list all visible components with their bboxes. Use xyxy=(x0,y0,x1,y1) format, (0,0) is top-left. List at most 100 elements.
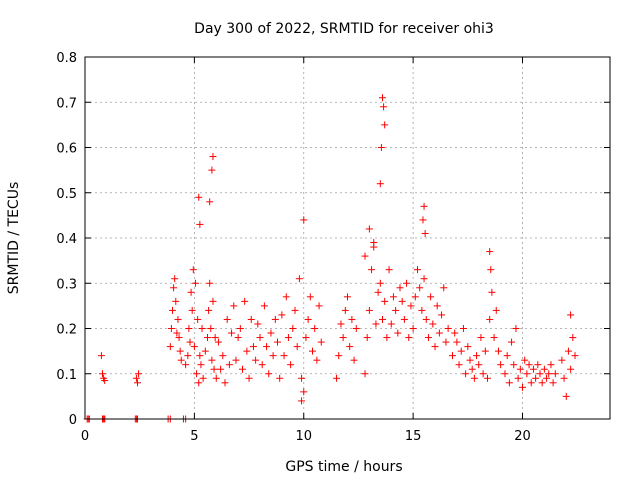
data-point xyxy=(221,379,229,387)
data-point xyxy=(560,374,568,382)
data-point xyxy=(571,352,579,360)
data-point xyxy=(352,325,360,332)
y-tick-label: 0.8 xyxy=(56,51,77,66)
data-point xyxy=(341,306,349,314)
data-point xyxy=(449,352,456,360)
data-point xyxy=(298,374,306,382)
data-point xyxy=(361,370,369,378)
data-point xyxy=(385,266,393,274)
data-point xyxy=(209,297,217,305)
data-point xyxy=(487,266,495,274)
y-tick-label: 0 xyxy=(69,413,77,428)
data-point xyxy=(540,365,548,373)
data-point xyxy=(380,103,388,111)
y-tick-label: 0.6 xyxy=(56,142,77,157)
data-point xyxy=(431,343,439,351)
data-point xyxy=(184,352,192,360)
data-point xyxy=(464,343,472,351)
data-point xyxy=(245,374,253,382)
data-point xyxy=(243,347,251,355)
data-point xyxy=(424,334,432,342)
data-point xyxy=(420,275,428,283)
tick-labels: 0 0.1 0.2 0.3 0.4 0.5 0.6 0.7 0.8 0 5 10 15 20 xyxy=(56,51,530,444)
data-point xyxy=(230,302,238,310)
data-point xyxy=(194,315,202,323)
data-point xyxy=(97,352,105,360)
data-point xyxy=(182,361,190,369)
data-point xyxy=(551,370,559,378)
data-point xyxy=(503,352,511,360)
data-point xyxy=(418,306,426,314)
data-point xyxy=(440,284,448,292)
y-tick-label: 0.7 xyxy=(56,96,77,111)
data-point xyxy=(497,361,505,369)
data-point xyxy=(488,288,496,296)
data-point xyxy=(459,325,467,332)
data-point xyxy=(492,306,500,314)
data-point xyxy=(455,361,463,369)
data-point xyxy=(486,315,494,323)
data-point xyxy=(298,397,306,405)
data-point xyxy=(416,284,424,292)
data-point xyxy=(396,284,404,292)
data-point xyxy=(190,343,198,351)
data-point xyxy=(191,279,199,287)
data-point xyxy=(228,329,236,337)
data-point xyxy=(232,356,240,364)
data-point xyxy=(204,334,211,342)
data-point xyxy=(209,153,217,161)
y-tick-label: 0.2 xyxy=(56,323,77,338)
data-point xyxy=(521,356,529,364)
data-point xyxy=(276,374,284,382)
data-point xyxy=(374,288,382,296)
data-point xyxy=(300,388,308,396)
data-point xyxy=(348,315,356,323)
data-point xyxy=(433,302,441,310)
data-point xyxy=(376,279,384,287)
data-point xyxy=(514,374,522,382)
data-point xyxy=(475,361,483,369)
data-point xyxy=(534,361,542,369)
data-point xyxy=(419,216,427,224)
data-point xyxy=(173,329,181,337)
data-point xyxy=(193,370,201,378)
data-point xyxy=(567,365,575,373)
data-point xyxy=(132,374,140,382)
y-tick-label: 0.4 xyxy=(56,232,77,247)
data-point xyxy=(405,334,413,342)
data-point xyxy=(205,306,213,314)
data-point xyxy=(512,325,520,332)
data-point xyxy=(206,279,214,287)
data-point xyxy=(187,288,195,296)
data-point xyxy=(473,352,481,360)
data-point xyxy=(241,297,249,305)
data-point xyxy=(214,338,222,346)
data-point xyxy=(421,229,429,237)
data-point xyxy=(256,334,264,342)
data-point xyxy=(379,315,386,323)
data-point xyxy=(210,365,218,373)
data-point xyxy=(302,334,310,342)
data-point xyxy=(258,361,266,369)
data-point xyxy=(558,356,566,364)
data-point xyxy=(260,302,268,310)
data-point xyxy=(368,266,376,274)
data-point xyxy=(400,315,408,323)
data-point xyxy=(274,338,281,346)
data-point xyxy=(344,293,351,301)
data-point xyxy=(135,370,143,378)
data-point xyxy=(306,293,314,301)
data-point xyxy=(564,347,572,355)
data-point xyxy=(538,379,546,387)
data-point xyxy=(239,365,246,373)
data-point xyxy=(280,352,288,360)
data-point xyxy=(247,315,255,323)
data-point xyxy=(484,374,491,382)
data-point xyxy=(282,293,290,301)
data-point xyxy=(438,311,446,319)
data-point xyxy=(225,361,233,369)
data-point xyxy=(376,180,384,188)
data-point xyxy=(171,275,179,283)
